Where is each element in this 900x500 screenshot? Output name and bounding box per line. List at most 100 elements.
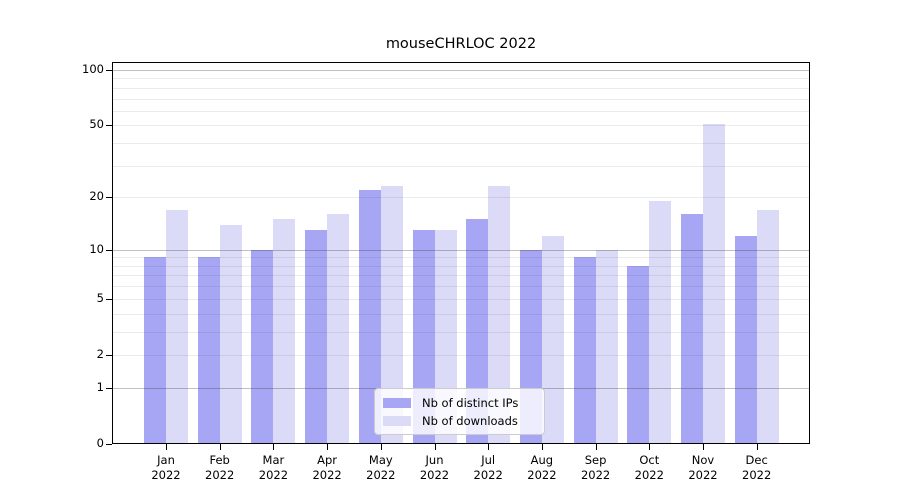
y-tick-mark	[106, 354, 112, 356]
bar-ips-jul	[466, 219, 489, 444]
bar-downloads-apr	[327, 214, 350, 444]
x-tick-label-may: May 2022	[349, 453, 413, 483]
y-tick-mark	[106, 298, 112, 300]
gridline-minor	[113, 88, 809, 89]
x-tick-mark	[541, 444, 543, 450]
x-label-month: May	[368, 453, 393, 467]
y-tick-mark	[106, 249, 112, 251]
y-tick-mark	[106, 197, 112, 199]
y-tick-label: 10	[89, 241, 104, 256]
y-tick-label: 100	[82, 61, 104, 76]
gridline-minor	[113, 332, 809, 333]
y-tick-mark	[106, 444, 112, 445]
bar-ips-jan	[144, 257, 166, 444]
gridline-minor	[113, 125, 809, 126]
x-label-year: 2022	[312, 468, 342, 482]
x-tick-label-sep: Sep 2022	[564, 453, 628, 483]
y-tick-label: 0	[96, 436, 104, 450]
gridline-minor	[113, 275, 809, 276]
x-label-year: 2022	[205, 468, 235, 482]
legend-label-distinct-ips: Nb of distinct IPs	[422, 395, 519, 410]
x-label-month: Mar	[262, 453, 285, 467]
bar-ips-dec	[734, 236, 757, 444]
x-label-year: 2022	[366, 468, 396, 482]
x-label-month: Jul	[481, 453, 496, 467]
x-label-month: Sep	[584, 453, 607, 467]
bar-downloads-jul	[488, 186, 511, 444]
bar-downloads-may	[380, 186, 403, 444]
y-tick-label: 50	[89, 117, 104, 132]
gridline-minor	[113, 355, 809, 356]
x-tick-mark	[756, 444, 758, 450]
legend: Nb of distinct IPs Nb of downloads	[374, 388, 545, 435]
x-label-year: 2022	[419, 468, 450, 482]
gridline-minor	[113, 257, 809, 258]
gridline-minor	[113, 166, 809, 167]
gridline-minor	[113, 286, 809, 287]
x-label-month: Nov	[691, 453, 715, 467]
x-tick-label-jun: Jun 2022	[403, 453, 467, 483]
x-label-year: 2022	[688, 468, 718, 482]
gridline-major	[113, 70, 809, 71]
x-label-year: 2022	[742, 468, 772, 482]
bar-ips-feb	[197, 257, 220, 444]
gridline-minor	[113, 314, 809, 315]
bar-downloads-mar	[273, 219, 296, 444]
bar-downloads-nov	[703, 123, 725, 444]
bar-ips-oct	[627, 265, 650, 444]
gridline-minor	[113, 111, 809, 112]
y-tick-mark	[106, 387, 112, 389]
legend-item-distinct-ips: Nb of distinct IPs	[383, 396, 536, 410]
x-tick-mark	[649, 444, 651, 450]
gridline-major	[113, 250, 809, 251]
x-label-month: Dec	[745, 453, 768, 467]
x-label-month: Aug	[530, 453, 554, 467]
bar-downloads-dec	[756, 209, 779, 444]
x-tick-mark	[219, 444, 221, 450]
x-tick-mark	[703, 444, 704, 450]
x-tick-label-nov: Nov 2022	[671, 453, 735, 483]
y-tick-label: 2	[96, 346, 104, 361]
x-tick-label-mar: Mar 2022	[241, 453, 305, 483]
bar-ips-may	[358, 189, 381, 444]
x-tick-label-jul: Jul 2022	[456, 453, 520, 483]
x-tick-mark	[595, 444, 597, 450]
bar-downloads-oct	[649, 201, 672, 444]
y-tick-mark	[106, 125, 112, 127]
bar-downloads-sep	[595, 249, 618, 444]
x-label-month: Oct	[639, 453, 660, 467]
x-tick-mark	[273, 444, 275, 450]
gridline-minor	[113, 143, 809, 144]
gridline-minor	[113, 266, 809, 267]
x-label-year: 2022	[527, 468, 557, 482]
x-tick-mark	[166, 444, 167, 450]
gridline-minor	[113, 299, 809, 300]
legend-item-downloads: Nb of downloads	[383, 414, 536, 428]
x-label-month: Jun	[425, 453, 444, 467]
x-label-year: 2022	[151, 468, 181, 482]
x-tick-mark	[434, 444, 436, 450]
y-tick-label: 20	[89, 189, 104, 204]
x-label-year: 2022	[473, 468, 503, 482]
gridline-minor	[113, 197, 809, 198]
x-tick-mark	[327, 444, 329, 450]
x-label-month: Feb	[209, 453, 230, 467]
x-tick-label-dec: Dec 2022	[725, 453, 789, 483]
chart-title: mouseCHRLOC 2022	[385, 36, 537, 52]
bar-downloads-jan	[166, 209, 188, 444]
bar-ips-mar	[251, 249, 274, 444]
legend-label-downloads: Nb of downloads	[422, 413, 518, 428]
legend-swatch-distinct-ips	[383, 397, 411, 408]
gridline-minor	[113, 78, 809, 79]
legend-swatch-downloads	[383, 415, 411, 426]
x-label-month: Apr	[317, 453, 338, 467]
x-tick-label-oct: Oct 2022	[617, 453, 681, 483]
x-tick-label-feb: Feb 2022	[188, 453, 252, 483]
y-tick-mark	[106, 69, 112, 71]
bar-ips-sep	[573, 257, 596, 444]
x-label-year: 2022	[580, 468, 611, 482]
bar-ips-nov	[681, 214, 703, 444]
gridline-minor	[113, 99, 809, 100]
x-label-year: 2022	[258, 468, 289, 482]
